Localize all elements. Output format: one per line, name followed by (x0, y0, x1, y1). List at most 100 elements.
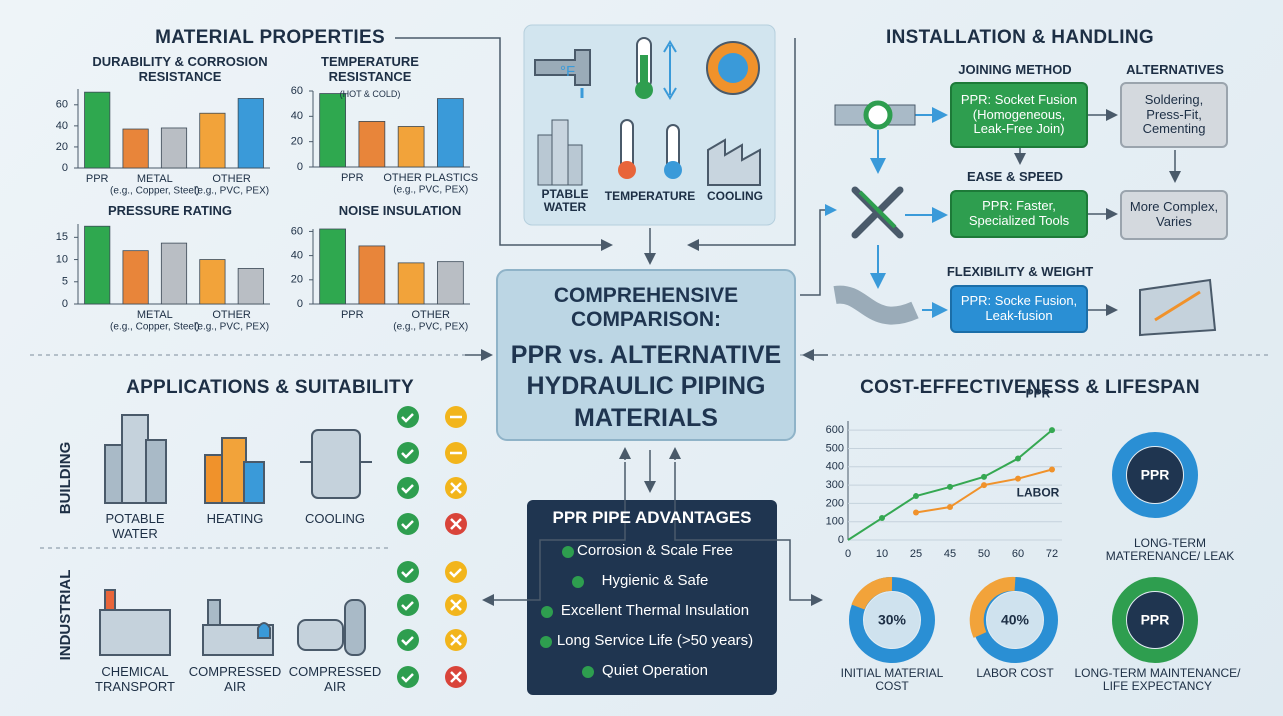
chart-title: DURABILITY & CORROSION RESISTANCE (92, 54, 268, 84)
fitting-icon (863, 100, 893, 130)
status-mark (450, 482, 462, 494)
check-mark (401, 449, 414, 459)
bar (160, 127, 188, 169)
status-mark (450, 599, 462, 611)
top-icons (534, 37, 761, 186)
point (1015, 455, 1021, 462)
point (947, 504, 953, 511)
bar (199, 112, 226, 169)
advantage-item: Corrosion & Scale Free (577, 542, 733, 559)
y-tick-label: 0 (297, 298, 303, 310)
advantage-check (540, 636, 552, 648)
section-title: COST-EFFECTIVENESS & LIFESPAN (860, 377, 1200, 398)
check-mark (401, 568, 414, 578)
x-tick-label: PPR (341, 172, 364, 184)
app-label: HEATING (206, 511, 264, 526)
app-label: CHEMICAL TRANSPORT (95, 664, 175, 694)
y-tick-label: 60 (291, 225, 303, 237)
flex-pipe-icon (833, 285, 919, 325)
chart-title: NOISE INSULATION (338, 203, 462, 218)
status-mark (450, 518, 462, 530)
bar (358, 121, 386, 168)
x-tick-label: METAL (137, 309, 173, 321)
check-icon (397, 594, 419, 616)
bar (397, 126, 425, 168)
y-tick-label: 40 (291, 110, 303, 122)
check-icon (397, 477, 419, 499)
point (1015, 475, 1021, 482)
donuts (849, 432, 1198, 663)
status-icon (445, 561, 467, 583)
y-tick-label: 15 (56, 231, 68, 243)
y-tick-label: 5 (62, 276, 68, 288)
icon-label: TEMPERATURE (604, 189, 696, 203)
x-tick-note: (e.g., PVC, PEX) (194, 322, 269, 333)
section-title: INSTALLATION & HANDLING (886, 27, 1154, 48)
x-tick-note: (e.g., PVC, PEX) (393, 185, 468, 196)
series-label: PPR (1026, 386, 1051, 400)
row-header: FLEXIBILITY & WEIGHT (946, 264, 1094, 279)
bar (237, 268, 264, 305)
x-tick-label: 25 (910, 548, 922, 560)
group-label: INDUSTRIAL (57, 570, 74, 661)
donut-caption: LONG-TERM MAINTENANCE/ LIFE EXPECTANCY (1074, 666, 1241, 694)
donut-label: PPR (1141, 612, 1170, 628)
donut-label: 30% (878, 612, 907, 628)
check-icon (397, 513, 419, 535)
check-mark (401, 636, 414, 646)
x-tick-label: OTHER (212, 173, 251, 185)
chart-title: PRESSURE RATING (108, 203, 232, 218)
bar (237, 98, 264, 169)
advantage-item: Long Service Life (>50 years) (556, 632, 754, 649)
bar (122, 128, 149, 169)
advantage-item: Quiet Operation (602, 662, 708, 679)
bar (199, 259, 226, 305)
x-tick-note: (e.g., PVC, PEX) (393, 322, 468, 333)
y-tick-label: 20 (56, 141, 68, 153)
y-tick-label: 60 (291, 85, 303, 97)
status-mark (449, 568, 462, 578)
x-tick-note: (e.g., Copper, Steel) (110, 322, 200, 333)
icon-label: PTABLE WATER (541, 187, 589, 215)
check-mark (401, 484, 414, 494)
section-title: APPLICATIONS & SUITABILITY (126, 377, 414, 398)
check-mark (401, 673, 414, 683)
application-icons (99, 414, 372, 656)
column-header: ALTERNATIVES (1126, 62, 1224, 77)
bar (160, 242, 188, 305)
y-tick-label: 20 (291, 274, 303, 286)
app-label: COOLING (305, 511, 365, 526)
point (981, 482, 987, 489)
advantage-item: Excellent Thermal Insulation (560, 602, 750, 619)
status-mark (450, 634, 462, 646)
y-tick-label: 60 (56, 99, 68, 111)
alternative-box: Soldering, Press-Fit, Cementing (1120, 82, 1228, 148)
donut-caption: INITIAL MATERIAL COST (840, 666, 944, 694)
y-tick-label: 0 (62, 298, 68, 310)
donut-caption: LABOR COST (976, 666, 1054, 680)
section-title: MATERIAL PROPERTIES (155, 27, 385, 48)
bar (358, 245, 386, 305)
point (913, 509, 919, 516)
group-label: BUILDING (57, 442, 74, 515)
x-tick-label: 0 (845, 548, 851, 560)
x-tick-label: OTHER (412, 309, 451, 321)
y-tick-label: 100 (826, 516, 844, 528)
check-mark (401, 520, 414, 530)
point (981, 473, 987, 480)
y-tick-label: 20 (291, 136, 303, 148)
point (947, 483, 953, 490)
badge-caption: LONG-TERM MATERENANCE/ LEAK (1105, 536, 1235, 564)
center-title: PPR vs. ALTERNATIVE HYDRAULIC PIPING MAT… (510, 341, 782, 432)
advantages-title: PPR PIPE ADVANTAGES (552, 508, 752, 527)
column-header: JOINING METHOD (958, 62, 1072, 77)
advantage-check (572, 576, 584, 588)
tools-icon (851, 186, 904, 239)
badge: PPR (1141, 467, 1170, 483)
series-label: LABOR (1017, 486, 1060, 500)
advantages-panel (527, 500, 777, 695)
weight-icon (1154, 290, 1201, 322)
point (879, 515, 885, 522)
advantage-check (541, 606, 553, 618)
